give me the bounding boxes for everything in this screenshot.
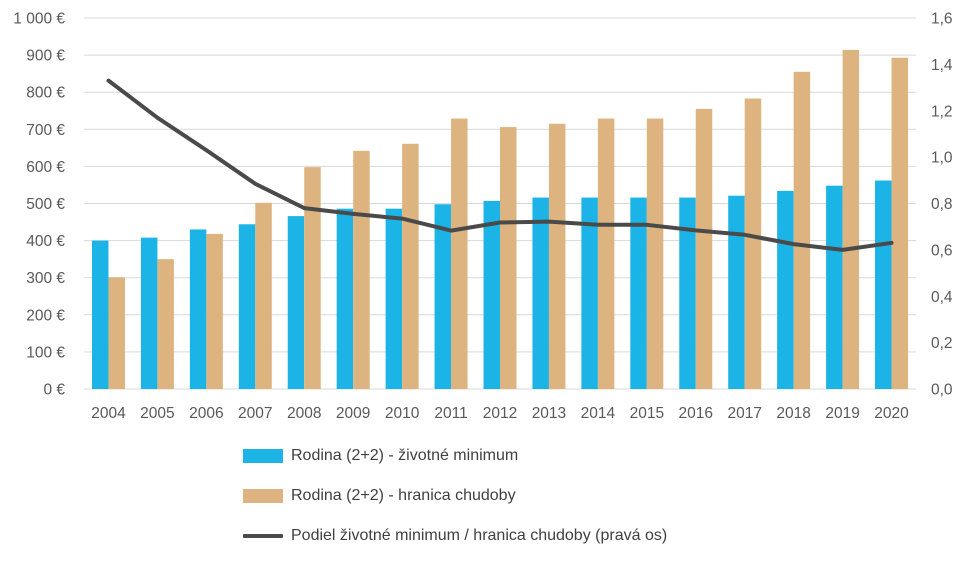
x-tick-label: 2004 <box>91 405 126 422</box>
x-tick-label: 2016 <box>679 405 713 422</box>
bar-life-minimum <box>287 216 305 389</box>
left-tick-label: 800 € <box>26 85 65 102</box>
x-tick-label: 2018 <box>776 405 810 422</box>
bar-poverty-line <box>793 71 811 390</box>
right-tick-label: 0,0 <box>931 382 953 399</box>
bar-life-minimum <box>875 180 892 389</box>
legend-label-ratio: Podiel životné minimum / hranica chudoby… <box>291 527 668 544</box>
legend-swatch-ratio <box>243 534 283 538</box>
legend-swatch-poverty-line <box>243 489 283 503</box>
right-tick-label: 1,0 <box>931 150 953 167</box>
x-tick-label: 2013 <box>532 405 566 422</box>
bar-life-minimum <box>532 197 549 389</box>
x-tick-label: 2007 <box>238 405 272 422</box>
bar-life-minimum <box>483 200 500 389</box>
legend: Rodina (2+2) - životné minimum Rodina (2… <box>243 446 667 566</box>
right-tick-label: 1,4 <box>931 57 953 74</box>
bar-life-minimum <box>385 208 403 389</box>
bar-life-minimum <box>630 197 647 389</box>
bar-poverty-line <box>891 57 909 390</box>
bar-life-minimum <box>434 204 452 389</box>
bar-poverty-line <box>451 118 468 389</box>
bar-life-minimum <box>679 197 696 389</box>
x-tick-label: 2008 <box>287 405 321 422</box>
x-tick-label: 2005 <box>140 405 174 422</box>
chart-container: 0 € 100 € 200 € 300 € 400 € 500 € 600 € 700 € 80… <box>13 11 953 545</box>
bar-poverty-line <box>597 118 615 389</box>
x-tick-label: 2009 <box>336 405 370 422</box>
combo-chart: 0 € 100 € 200 € 300 € 400 € 500 € 600 € 700 € 80… <box>13 11 953 423</box>
x-tick-label: 2011 <box>434 405 467 422</box>
left-tick-label: 500 € <box>26 196 65 213</box>
left-tick-label: 300 € <box>26 270 65 287</box>
bar-poverty-line <box>842 49 860 389</box>
right-axis: 0,0 0,2 0,4 0,6 0,8 1,0 1,2 1,4 1,6 <box>931 11 953 399</box>
bar-poverty-line <box>548 123 566 390</box>
bar-poverty-line <box>304 167 321 389</box>
right-tick-label: 0,6 <box>931 242 953 259</box>
left-tick-label: 0 € <box>43 382 65 399</box>
bar-poverty-line <box>255 202 272 389</box>
x-tick-label: 2012 <box>483 405 517 422</box>
x-tick-label: 2015 <box>630 405 664 422</box>
legend-swatch-life-minimum <box>243 449 283 463</box>
bar-poverty-line <box>206 233 223 389</box>
right-tick-label: 0,2 <box>931 335 953 352</box>
bar-poverty-line <box>402 143 419 389</box>
bar-poverty-line <box>695 108 713 390</box>
bar-poverty-line <box>744 98 762 389</box>
legend-item-poverty-line: Rodina (2+2) - hranica chudoby <box>243 486 667 506</box>
left-tick-label: 1 000 € <box>13 11 65 28</box>
legend-item-ratio: Podiel životné minimum / hranica chudoby… <box>243 526 667 546</box>
legend-label-life-minimum: Rodina (2+2) - životné minimum <box>291 447 519 464</box>
legend-label-poverty-line: Rodina (2+2) - hranica chudoby <box>291 487 516 504</box>
x-axis: 2004 2005 2006 2007 2008 2009 2010 2011 2012 2013… <box>91 405 909 422</box>
x-tick-label: 2019 <box>825 405 859 422</box>
legend-item-life-minimum: Rodina (2+2) - životné minimum <box>243 446 667 466</box>
x-tick-label: 2006 <box>189 405 223 422</box>
bar-life-minimum <box>777 190 794 389</box>
left-tick-label: 100 € <box>26 344 65 361</box>
bar-poverty-line <box>646 118 664 389</box>
bar-life-minimum <box>140 237 158 389</box>
x-tick-label: 2010 <box>385 405 420 422</box>
left-axis: 0 € 100 € 200 € 300 € 400 € 500 € 600 € 700 € 80… <box>13 11 65 399</box>
right-tick-label: 1,2 <box>931 103 953 120</box>
bar-life-minimum <box>581 197 598 389</box>
left-tick-label: 400 € <box>26 233 65 250</box>
left-tick-label: 900 € <box>26 48 65 65</box>
bars <box>91 49 909 390</box>
bar-life-minimum <box>91 240 109 389</box>
bar-poverty-line <box>353 150 370 389</box>
x-tick-label: 2014 <box>581 405 616 422</box>
bar-life-minimum <box>189 229 207 389</box>
bar-life-minimum <box>728 195 745 389</box>
bar-life-minimum <box>826 185 843 389</box>
bar-life-minimum <box>238 224 256 389</box>
right-tick-label: 0,4 <box>931 289 953 306</box>
right-tick-label: 0,8 <box>931 196 953 213</box>
x-tick-label: 2020 <box>874 405 909 422</box>
bar-life-minimum <box>336 208 354 389</box>
left-tick-label: 700 € <box>26 122 65 139</box>
right-tick-label: 1,6 <box>931 11 953 28</box>
bar-poverty-line <box>500 127 517 389</box>
left-tick-label: 200 € <box>26 307 65 324</box>
ratio-line <box>106 78 894 252</box>
bar-poverty-line <box>157 259 174 389</box>
bar-poverty-line <box>108 277 125 389</box>
x-tick-label: 2017 <box>727 405 761 422</box>
ratio-line-path <box>106 78 894 252</box>
left-tick-label: 600 € <box>26 159 65 176</box>
